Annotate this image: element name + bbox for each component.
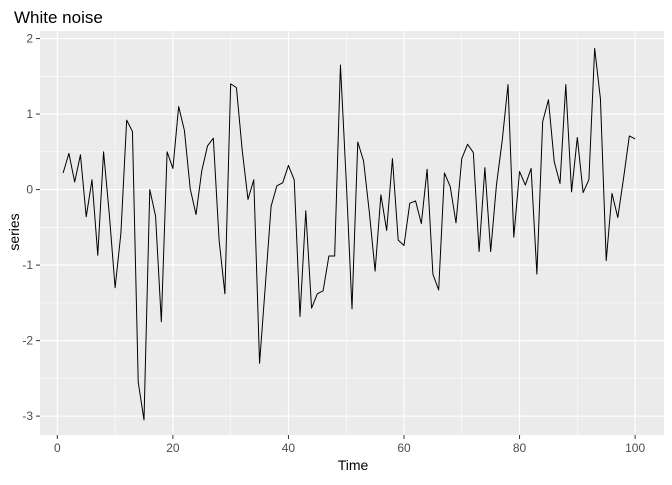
x-axis: 0 20 40 60 80 100	[54, 435, 645, 455]
chart-title: White noise	[14, 8, 103, 27]
x-tick-label: 40	[282, 441, 296, 455]
x-tick-label: 0	[54, 441, 61, 455]
y-tick-label: -2	[22, 334, 33, 348]
x-axis-title: Time	[338, 457, 369, 473]
y-tick-label: -3	[22, 409, 33, 423]
y-tick-label: 2	[26, 32, 33, 46]
y-tick-label: 1	[26, 107, 33, 121]
major-gridlines	[40, 31, 664, 435]
y-tick-label: 0	[26, 183, 33, 197]
x-tick-label: 60	[397, 441, 411, 455]
x-tick-label: 100	[625, 441, 645, 455]
y-axis: -3 -2 -1 0 1 2	[22, 32, 40, 423]
series-line	[62, 47, 636, 421]
y-axis-title: series	[6, 213, 22, 250]
y-tick-label: -1	[22, 258, 33, 272]
x-tick-label: 20	[166, 441, 180, 455]
x-tick-label: 80	[513, 441, 527, 455]
plot-panel	[40, 31, 664, 435]
